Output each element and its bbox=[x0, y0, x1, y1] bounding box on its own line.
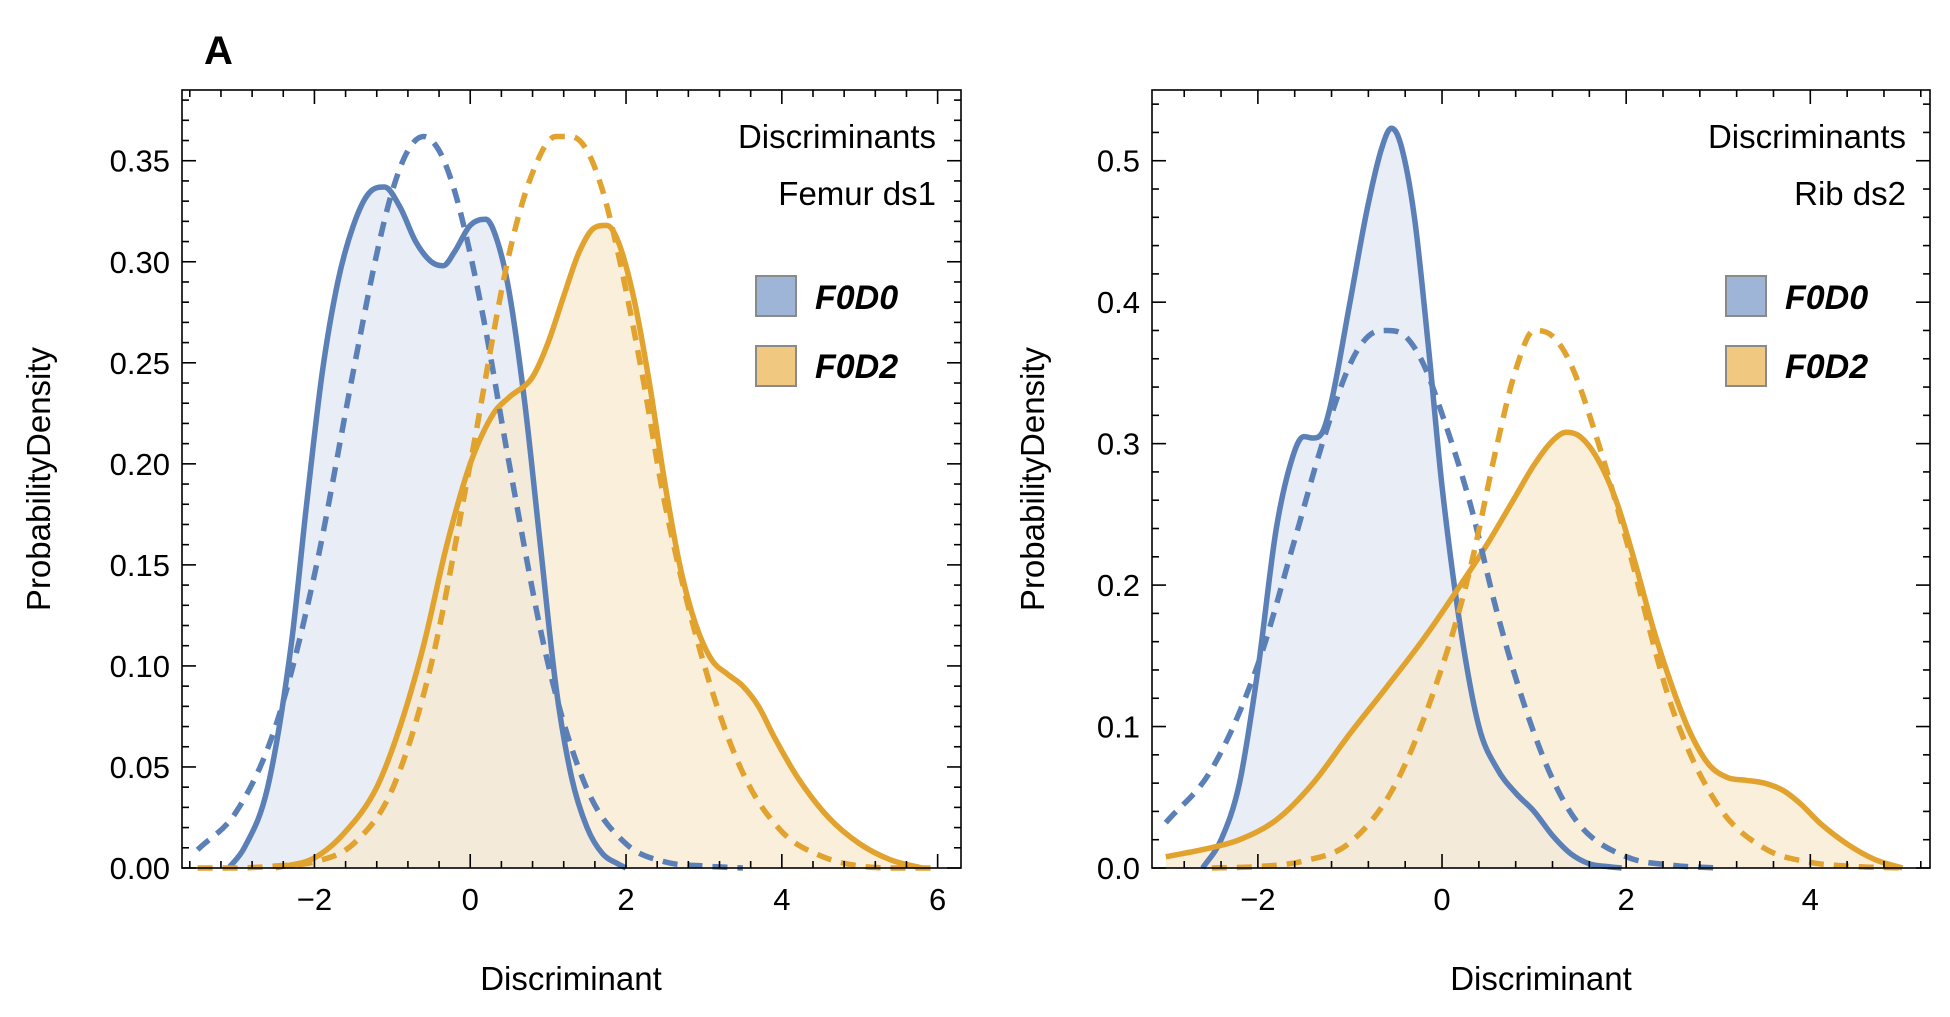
y-tick-label: 0.3 bbox=[1097, 427, 1140, 462]
y-axis-title: ProbabilityDensity bbox=[1014, 346, 1051, 611]
x-tick-label: −2 bbox=[297, 882, 332, 917]
y-axis-title: ProbabilityDensity bbox=[20, 346, 57, 611]
x-tick-label: 6 bbox=[929, 882, 946, 917]
legend-swatch-f0d2 bbox=[1725, 345, 1767, 387]
legend-label-f0d0: F0D0 bbox=[815, 279, 898, 317]
annotation-line-1: Discriminants bbox=[738, 118, 936, 155]
annotation-line-2: Femur ds1 bbox=[778, 175, 936, 212]
x-axis-title: Discriminant bbox=[1450, 960, 1632, 997]
series-line-f0d2 bbox=[1165, 429, 1904, 871]
x-tick-label: 4 bbox=[773, 882, 790, 917]
legend: F0D0 F0D2 bbox=[1725, 275, 1868, 387]
legend-swatch-f0d2 bbox=[755, 345, 797, 387]
y-tick-label: 0.15 bbox=[110, 548, 170, 583]
axis-ticks: −2 0 2 4 6 0.00 0.05 0.10 0.15 0.20 0.25 0.30 0.35 bbox=[110, 90, 961, 917]
y-tick-label: 0.00 bbox=[110, 851, 170, 886]
y-tick-label: 0.35 bbox=[110, 144, 170, 179]
x-tick-label: 4 bbox=[1802, 882, 1819, 917]
x-tick-label: 2 bbox=[1618, 882, 1635, 917]
y-tick-label: 0.30 bbox=[110, 245, 170, 280]
panel-label: A bbox=[204, 29, 233, 73]
legend-label-f0d2: F0D2 bbox=[1785, 348, 1868, 386]
x-tick-label: 0 bbox=[1433, 882, 1450, 917]
series-line-f0d0 bbox=[1200, 125, 1622, 871]
plot-frame bbox=[1151, 89, 1931, 869]
chart-femur-ds1: −2 0 2 4 6 0.00 0.05 0.10 0.15 0.20 0.25 0.30 0.35 D… bbox=[20, 89, 962, 997]
x-axis-title: Discriminant bbox=[480, 960, 662, 997]
y-tick-label: 0.4 bbox=[1097, 285, 1140, 320]
x-tick-label: 0 bbox=[462, 882, 479, 917]
y-tick-label: 0.05 bbox=[110, 750, 170, 785]
axis-ticks: −2 0 2 4 0.0 0.1 0.2 0.3 0.4 0.5 bbox=[1097, 90, 1930, 917]
x-tick-label: 2 bbox=[617, 882, 634, 917]
legend-swatch-f0d0 bbox=[1725, 275, 1767, 317]
y-tick-label: 0.25 bbox=[110, 346, 170, 381]
legend-swatch-f0d0 bbox=[755, 275, 797, 317]
y-tick-label: 0.0 bbox=[1097, 851, 1140, 886]
y-tick-label: 0.2 bbox=[1097, 568, 1140, 603]
area-f0d2 bbox=[1165, 432, 1903, 868]
legend-label-f0d0: F0D0 bbox=[1785, 279, 1868, 317]
y-tick-label: 0.10 bbox=[110, 649, 170, 684]
series-line-f0d2-normal-fit bbox=[197, 133, 938, 871]
series-line-f0d0-normal-fit bbox=[1163, 327, 1719, 871]
series-line-f0d0-normal-fit bbox=[195, 133, 744, 871]
area-f0d2 bbox=[275, 225, 922, 868]
plot-frame bbox=[181, 89, 962, 869]
y-tick-label: 0.20 bbox=[110, 447, 170, 482]
series-line-f0d0 bbox=[226, 184, 628, 871]
y-tick-label: 0.1 bbox=[1097, 710, 1140, 745]
plot-area bbox=[195, 133, 938, 871]
series-line-f0d2-normal-fit bbox=[1211, 327, 1903, 871]
plot-area bbox=[1163, 125, 1904, 871]
annotation-line-1: Discriminants bbox=[1708, 118, 1906, 155]
legend-label-f0d2: F0D2 bbox=[815, 348, 898, 386]
legend: F0D0 F0D2 bbox=[755, 275, 898, 387]
x-tick-label: −2 bbox=[1240, 882, 1275, 917]
area-f0d0 bbox=[1202, 128, 1622, 868]
y-tick-label: 0.5 bbox=[1097, 144, 1140, 179]
annotation-line-2: Rib ds2 bbox=[1794, 175, 1906, 212]
chart-rib-ds2: −2 0 2 4 0.0 0.1 0.2 0.3 0.4 0.5 Discriminant Pro… bbox=[1014, 89, 1931, 997]
